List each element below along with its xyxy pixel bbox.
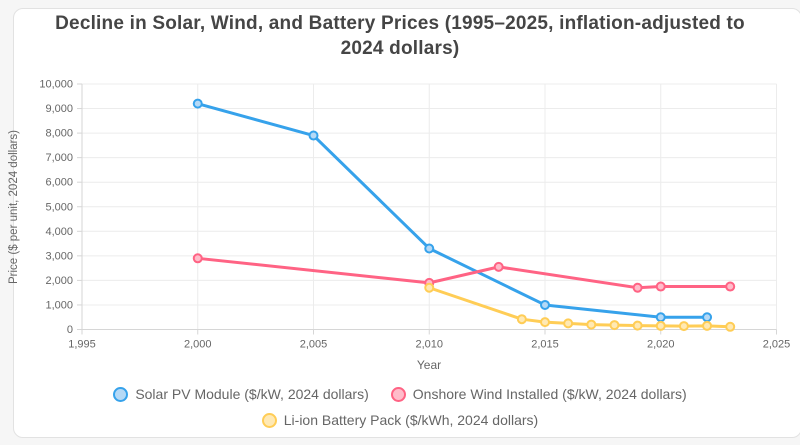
data-point	[540, 299, 550, 310]
series-line-1	[196, 256, 732, 290]
data-point	[702, 320, 713, 331]
x-tick-label: 2,020	[647, 339, 675, 351]
legend-label: Solar PV Module ($/kW, 2024 dollars)	[135, 386, 369, 402]
chart-legend: Solar PV Module ($/kW, 2024 dollars) Onsh…	[40, 383, 760, 431]
data-point	[655, 312, 666, 323]
data-point	[725, 281, 736, 292]
data-point	[493, 261, 504, 272]
legend-circle-icon	[261, 412, 277, 428]
data-point	[678, 321, 689, 332]
data-point	[609, 320, 620, 331]
y-tick-label: 5,000	[45, 201, 73, 213]
legend-item-0[interactable]: Solar PV Module ($/kW, 2024 dollars)	[113, 383, 369, 405]
legend-item-2[interactable]: Li-ion Battery Pack ($/kWh, 2024 dollars…	[261, 409, 539, 431]
data-point	[192, 98, 203, 109]
series-layer	[192, 98, 736, 332]
data-point	[424, 243, 435, 254]
y-tick-label: 8,000	[45, 128, 73, 140]
data-point	[308, 130, 319, 141]
y-tick-label: 2,000	[45, 275, 73, 287]
data-point	[655, 320, 666, 331]
y-tick-label: 10,000	[39, 79, 73, 91]
grid-layer	[77, 83, 777, 335]
legend-label: Li-ion Battery Pack ($/kWh, 2024 dollars…	[283, 412, 539, 428]
x-tick-label: 2,000	[184, 339, 212, 351]
legend-circle-icon	[113, 386, 129, 402]
y-axis-title: Price ($ per unit, 2024 dollars)	[8, 130, 20, 284]
y-tick-label: 7,000	[45, 152, 73, 164]
data-point	[563, 318, 574, 329]
data-point	[540, 317, 550, 328]
data-point	[516, 314, 527, 325]
chart-card	[13, 8, 800, 438]
y-tick-label: 4,000	[45, 226, 73, 238]
data-point	[632, 282, 643, 293]
legend-item-1[interactable]: Onshore Wind Installed ($/kW, 2024 dolla…	[390, 383, 687, 405]
y-tick-label: 0	[67, 324, 73, 336]
y-tick-label: 9,000	[45, 103, 73, 115]
line-chart-svg: 0 1,000 2,000 3,000 4,000 5,000 6,000 7,000 8,00…	[8, 79, 790, 373]
x-tick-label: 2,015	[531, 339, 559, 351]
chart-title: Decline in Solar, Wind, and Battery Pric…	[0, 11, 800, 61]
x-axis-title: Year	[417, 358, 441, 372]
data-point	[655, 281, 666, 292]
y-tick-label: 1,000	[45, 299, 73, 311]
data-point	[725, 321, 736, 332]
y-tick-label: 3,000	[45, 250, 73, 262]
x-tick-label: 2,025	[763, 339, 791, 351]
x-tick-label: 2,010	[415, 339, 443, 351]
data-point	[586, 319, 597, 330]
data-point	[424, 282, 435, 293]
chart-title-line-2: 2024 dollars)	[340, 38, 460, 59]
data-point	[702, 312, 713, 323]
legend-circle-icon	[390, 386, 406, 402]
data-point	[192, 253, 203, 264]
x-tick-label: 1,995	[68, 339, 96, 351]
series-line-0	[196, 102, 709, 319]
x-tick-label: 2,005	[300, 339, 328, 351]
data-point	[632, 320, 643, 331]
y-tick-label: 6,000	[45, 177, 73, 189]
chart-title-line-1: Decline in Solar, Wind, and Battery Pric…	[55, 13, 745, 34]
legend-label: Onshore Wind Installed ($/kW, 2024 dolla…	[412, 386, 687, 402]
tick-label-layer: 0 1,000 2,000 3,000 4,000 5,000 6,000 7,000 8,00…	[39, 79, 790, 351]
